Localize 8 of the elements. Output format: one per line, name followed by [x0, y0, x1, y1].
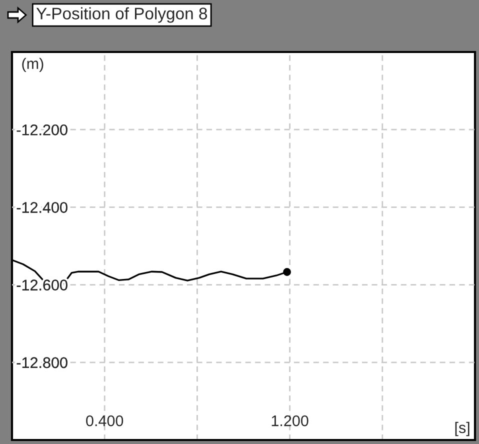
chart-title: Y-Position of Polygon 8	[36, 7, 208, 23]
x-axis-title: [s]	[455, 422, 470, 436]
y-tick-label: -12.200	[16, 124, 68, 136]
x-tick-label: 0.400	[86, 415, 124, 426]
y-tick-label: -12.400	[16, 202, 68, 213]
y-tick-label: -12.800	[16, 357, 68, 368]
y-axis-title: (m)	[22, 58, 44, 72]
x-tick-label: 1.200	[272, 415, 308, 426]
